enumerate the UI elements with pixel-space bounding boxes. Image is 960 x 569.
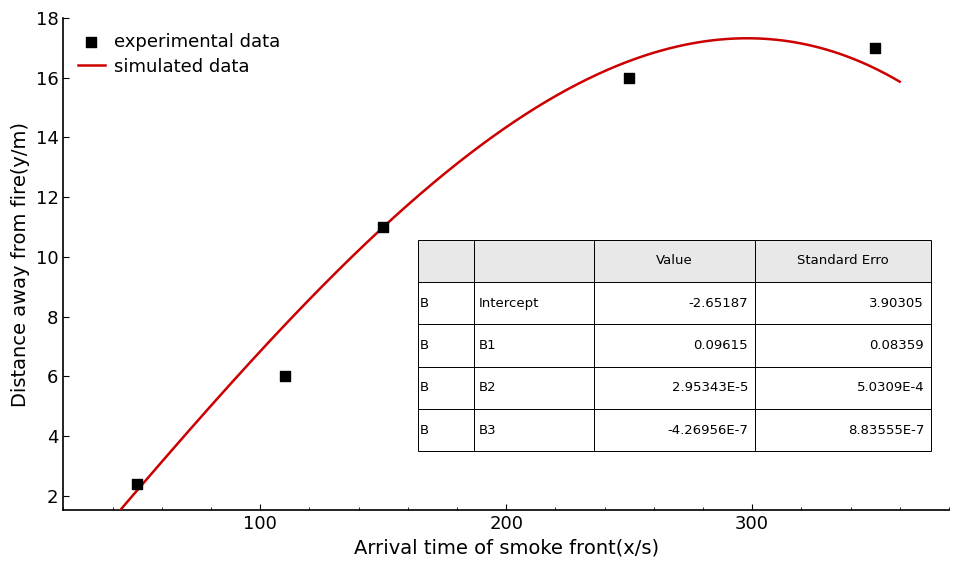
Legend: experimental data, simulated data: experimental data, simulated data xyxy=(72,27,286,81)
simulated data xyxy=(165,448,177,455)
experimental data xyxy=(868,43,883,52)
experimental data xyxy=(277,372,293,381)
simulated data xyxy=(730,35,741,42)
simulated data xyxy=(411,194,422,201)
experimental data xyxy=(621,73,636,83)
X-axis label: Arrival time of smoke front(x/s): Arrival time of smoke front(x/s) xyxy=(353,539,659,558)
simulated data xyxy=(894,79,905,85)
experimental data xyxy=(130,479,145,488)
simulated data xyxy=(83,545,94,551)
simulated data xyxy=(639,52,651,59)
simulated data xyxy=(440,170,451,176)
experimental data xyxy=(375,222,391,232)
simulated data xyxy=(741,35,753,42)
simulated data xyxy=(715,36,727,43)
Y-axis label: Distance away from fire(y/m): Distance away from fire(y/m) xyxy=(12,122,30,407)
Line: simulated data: simulated data xyxy=(88,38,900,548)
